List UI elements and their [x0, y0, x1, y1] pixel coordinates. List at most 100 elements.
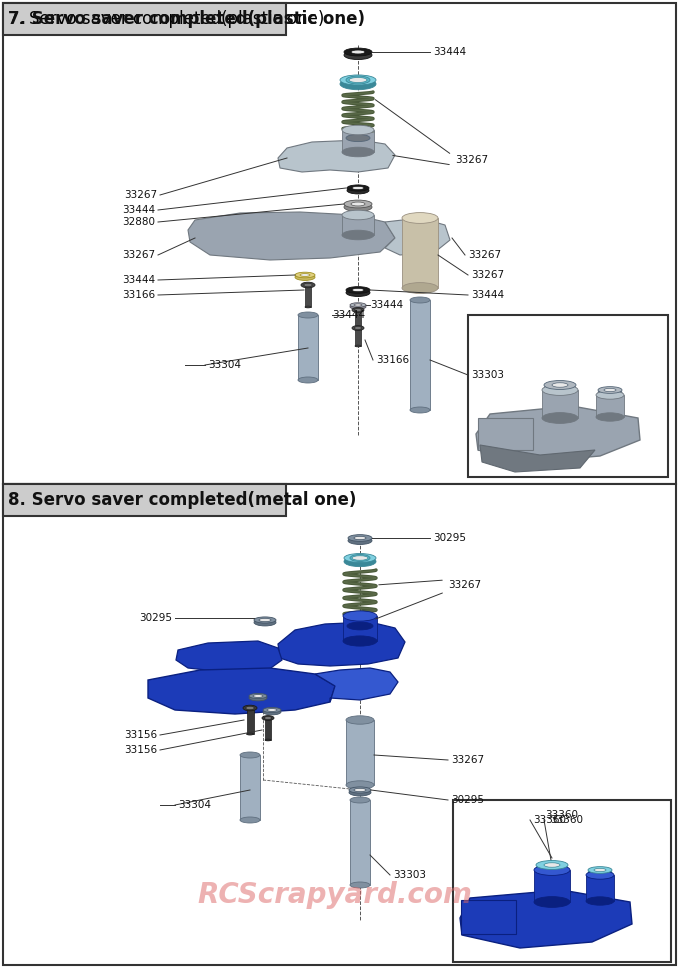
Text: 33360: 33360 — [533, 815, 566, 825]
Ellipse shape — [346, 781, 374, 789]
Ellipse shape — [544, 380, 576, 389]
Ellipse shape — [352, 186, 364, 190]
Ellipse shape — [347, 612, 373, 620]
Ellipse shape — [349, 77, 367, 82]
Text: 33267: 33267 — [455, 155, 488, 165]
Ellipse shape — [346, 287, 370, 293]
Ellipse shape — [262, 715, 274, 720]
Text: 33267: 33267 — [451, 755, 484, 765]
Ellipse shape — [352, 288, 364, 291]
Text: 30295: 30295 — [433, 533, 466, 543]
Ellipse shape — [542, 412, 578, 423]
Ellipse shape — [347, 185, 369, 191]
Ellipse shape — [246, 733, 253, 735]
Bar — [346, 720, 374, 785]
Ellipse shape — [351, 202, 365, 206]
Ellipse shape — [305, 306, 311, 308]
Text: 33156: 33156 — [124, 745, 157, 755]
Ellipse shape — [253, 695, 263, 697]
Bar — [468, 315, 668, 477]
Text: 33267: 33267 — [124, 190, 157, 200]
Polygon shape — [188, 212, 395, 260]
Text: 7. Servo saver completed(plastic one): 7. Servo saver completed(plastic one) — [8, 10, 325, 28]
Ellipse shape — [300, 274, 310, 277]
Text: 33444: 33444 — [122, 205, 155, 215]
Bar — [596, 395, 624, 417]
Ellipse shape — [355, 346, 361, 347]
Polygon shape — [460, 890, 632, 948]
Polygon shape — [278, 140, 395, 172]
Bar — [586, 875, 614, 901]
Ellipse shape — [342, 147, 374, 157]
Ellipse shape — [350, 304, 366, 310]
Ellipse shape — [265, 740, 271, 741]
Ellipse shape — [350, 797, 370, 803]
Bar — [355, 328, 361, 346]
Bar — [461, 900, 516, 934]
Ellipse shape — [346, 288, 370, 296]
Ellipse shape — [402, 213, 438, 224]
Ellipse shape — [346, 76, 370, 84]
Ellipse shape — [346, 715, 374, 724]
Text: 33166: 33166 — [376, 355, 409, 365]
Ellipse shape — [263, 708, 281, 712]
Ellipse shape — [267, 709, 277, 711]
Text: 33444: 33444 — [122, 275, 155, 285]
Ellipse shape — [342, 230, 374, 240]
Ellipse shape — [349, 787, 371, 793]
Ellipse shape — [246, 707, 254, 710]
Ellipse shape — [410, 297, 430, 303]
Bar — [350, 800, 370, 885]
Bar — [265, 718, 271, 740]
Ellipse shape — [402, 283, 438, 293]
Bar — [478, 418, 533, 450]
Ellipse shape — [344, 554, 376, 562]
Ellipse shape — [534, 896, 570, 907]
Bar — [246, 708, 253, 734]
Ellipse shape — [586, 896, 614, 905]
Bar — [3, 484, 286, 516]
Polygon shape — [385, 218, 450, 255]
Ellipse shape — [249, 695, 267, 701]
Text: 7. Servo saver completed(plastic one): 7. Servo saver completed(plastic one) — [8, 10, 365, 28]
Ellipse shape — [344, 48, 372, 56]
Ellipse shape — [594, 868, 606, 871]
Ellipse shape — [342, 125, 374, 135]
Ellipse shape — [354, 536, 366, 540]
Text: 33444: 33444 — [370, 300, 403, 310]
Text: 33444: 33444 — [433, 47, 466, 57]
Bar — [402, 218, 438, 288]
Ellipse shape — [552, 382, 568, 387]
Ellipse shape — [350, 882, 370, 888]
Ellipse shape — [344, 202, 372, 212]
Ellipse shape — [349, 789, 371, 796]
Ellipse shape — [598, 389, 622, 397]
Ellipse shape — [598, 386, 622, 393]
Bar — [410, 300, 430, 410]
Polygon shape — [315, 668, 398, 702]
Bar — [342, 130, 374, 152]
Ellipse shape — [410, 407, 430, 413]
Polygon shape — [176, 641, 282, 672]
Polygon shape — [476, 406, 640, 462]
Ellipse shape — [542, 384, 578, 395]
Text: 33267: 33267 — [468, 250, 501, 260]
Text: 33360: 33360 — [550, 815, 583, 825]
Ellipse shape — [301, 283, 315, 287]
Ellipse shape — [340, 75, 376, 85]
Ellipse shape — [350, 303, 366, 307]
Ellipse shape — [354, 304, 362, 306]
Ellipse shape — [263, 710, 281, 714]
Ellipse shape — [259, 619, 271, 621]
Ellipse shape — [342, 210, 374, 220]
Ellipse shape — [534, 864, 570, 875]
Ellipse shape — [295, 274, 315, 281]
Text: 33444: 33444 — [332, 310, 365, 320]
Ellipse shape — [588, 869, 612, 876]
Bar — [346, 130, 370, 138]
Bar — [3, 3, 676, 484]
Ellipse shape — [298, 377, 318, 383]
Ellipse shape — [304, 284, 312, 287]
Ellipse shape — [354, 788, 366, 792]
Bar — [534, 870, 570, 902]
